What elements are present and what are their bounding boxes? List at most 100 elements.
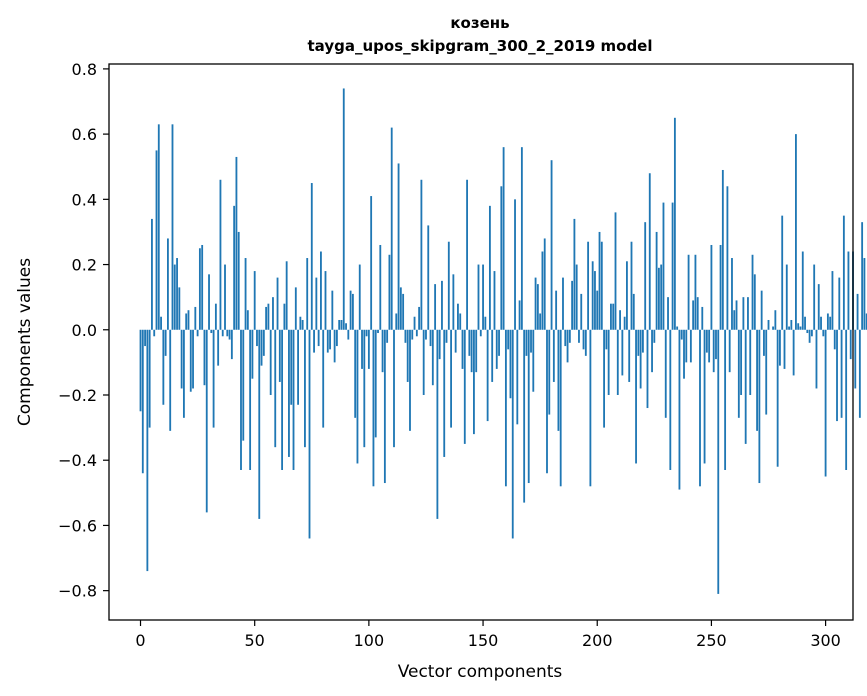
bar	[559, 329, 562, 487]
bar	[726, 186, 729, 330]
bar	[429, 329, 432, 347]
bar	[715, 329, 717, 360]
bar	[772, 326, 774, 330]
bar	[233, 205, 236, 330]
bar	[422, 329, 425, 395]
bar	[386, 329, 389, 343]
bar	[655, 231, 658, 330]
bar	[452, 274, 455, 330]
chart-title: козень	[450, 14, 509, 32]
bar	[728, 329, 731, 373]
bar	[205, 329, 208, 513]
x-tick-label: 50	[245, 631, 265, 650]
bar	[278, 329, 281, 382]
y-tick-label: 0.0	[72, 321, 97, 340]
bar	[201, 244, 204, 330]
bar	[550, 160, 553, 330]
bar	[208, 274, 210, 330]
bar	[317, 329, 320, 347]
bar	[466, 179, 468, 330]
bar	[637, 329, 640, 356]
bar	[331, 290, 334, 330]
bar	[189, 329, 192, 392]
bar	[831, 271, 834, 330]
bar	[146, 329, 149, 572]
bar	[689, 329, 692, 363]
bar	[187, 310, 190, 330]
bar	[230, 329, 233, 360]
bar	[692, 300, 695, 330]
bar	[546, 329, 548, 474]
bar	[224, 264, 226, 330]
bar	[584, 329, 587, 356]
bar	[801, 251, 804, 330]
bar	[838, 277, 841, 330]
bar	[575, 264, 578, 330]
bar	[235, 156, 238, 330]
bar	[500, 186, 503, 330]
bar	[470, 329, 473, 373]
bar	[518, 300, 521, 330]
y-tick-label: 0.8	[72, 60, 97, 79]
bar	[635, 329, 637, 464]
bar	[829, 316, 832, 330]
bar	[349, 290, 352, 330]
bar	[390, 127, 393, 330]
bar	[347, 329, 350, 340]
bar	[493, 271, 496, 330]
bar	[210, 329, 213, 334]
bar	[822, 329, 825, 337]
bar	[555, 290, 558, 330]
y-tick-label: −0.8	[58, 582, 97, 601]
bar	[262, 329, 265, 356]
bar	[498, 329, 500, 356]
bar	[484, 316, 487, 330]
bar	[817, 284, 820, 330]
bar	[696, 297, 699, 330]
bar	[151, 218, 153, 330]
bar	[155, 150, 158, 330]
bar	[294, 287, 297, 330]
bar	[701, 306, 704, 330]
bar	[310, 183, 313, 330]
bar	[557, 329, 560, 431]
bar	[724, 329, 727, 470]
bar	[795, 134, 797, 330]
bar	[507, 329, 510, 350]
bar	[662, 202, 665, 330]
bar	[169, 329, 172, 431]
bar	[297, 329, 299, 405]
bar	[785, 264, 788, 330]
bar	[479, 329, 482, 337]
bar	[351, 293, 354, 330]
bar	[214, 303, 217, 330]
bar	[815, 329, 818, 389]
bar	[536, 284, 539, 330]
bar	[763, 329, 765, 356]
bar	[377, 329, 379, 334]
bar	[530, 329, 532, 353]
bar	[790, 319, 793, 330]
bar	[361, 329, 363, 369]
bar	[436, 329, 439, 519]
bar	[258, 329, 261, 519]
bar	[532, 329, 535, 392]
bar	[354, 329, 357, 418]
bar	[431, 329, 434, 386]
bar	[459, 313, 462, 330]
bar	[774, 310, 777, 330]
bar	[607, 329, 610, 395]
bar	[427, 225, 430, 330]
bar	[514, 199, 516, 330]
bar	[861, 222, 864, 330]
bar	[315, 277, 318, 330]
bar	[162, 329, 165, 405]
bar	[751, 254, 754, 330]
bar	[660, 264, 663, 330]
bar	[639, 329, 642, 389]
bar	[594, 271, 596, 330]
bar	[425, 329, 427, 340]
bar	[616, 329, 619, 395]
bar	[486, 329, 489, 422]
bar	[671, 202, 674, 330]
